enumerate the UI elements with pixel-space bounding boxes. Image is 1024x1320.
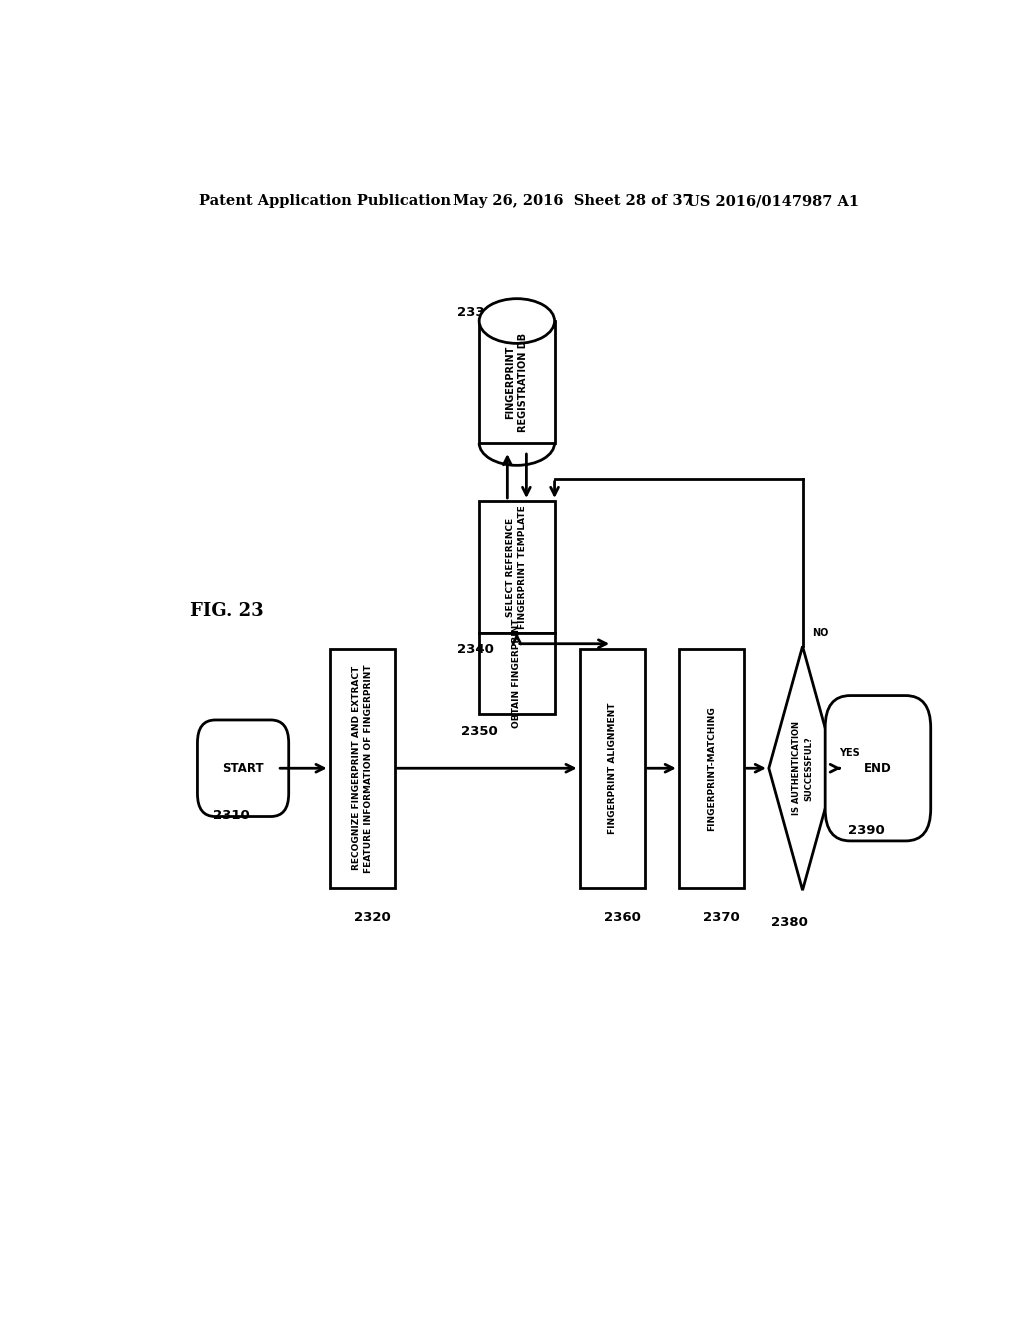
Text: NO: NO: [812, 628, 828, 638]
Text: IS AUTHENTICATION
SUCCESSFUL?: IS AUTHENTICATION SUCCESSFUL?: [793, 721, 813, 816]
Text: 2380: 2380: [771, 916, 808, 928]
Bar: [479, 634, 555, 714]
Text: 2310: 2310: [213, 809, 250, 822]
Text: OBTAIN FINGERPRINT: OBTAIN FINGERPRINT: [512, 619, 521, 729]
FancyBboxPatch shape: [825, 696, 931, 841]
Bar: [479, 321, 555, 444]
Text: FIG. 23: FIG. 23: [189, 602, 263, 619]
Text: SELECT REFERENCE
FINGERPRINT TEMPLATE: SELECT REFERENCE FINGERPRINT TEMPLATE: [507, 506, 527, 628]
Text: May 26, 2016  Sheet 28 of 37: May 26, 2016 Sheet 28 of 37: [454, 194, 693, 209]
Bar: [330, 649, 394, 887]
Bar: [580, 649, 645, 887]
Text: YES: YES: [840, 748, 860, 758]
FancyBboxPatch shape: [198, 719, 289, 817]
Ellipse shape: [479, 298, 555, 343]
Text: US 2016/0147987 A1: US 2016/0147987 A1: [687, 194, 859, 209]
Text: FINGERPRINT ALIGNMENT: FINGERPRINT ALIGNMENT: [607, 702, 616, 834]
Text: 2360: 2360: [604, 911, 641, 924]
Text: 2330: 2330: [458, 306, 495, 318]
Bar: [679, 649, 743, 887]
Bar: [479, 500, 555, 634]
Text: START: START: [222, 762, 264, 775]
Text: 2340: 2340: [458, 643, 495, 656]
Text: FINGERPRINT-MATCHING: FINGERPRINT-MATCHING: [707, 706, 716, 830]
Text: END: END: [864, 762, 892, 775]
Text: RECOGNIZE FINGERPRINT AND EXTRACT
FEATURE INFORMATION OF FINGERPRINT: RECOGNIZE FINGERPRINT AND EXTRACT FEATUR…: [351, 664, 373, 873]
Text: 2320: 2320: [354, 911, 391, 924]
Text: FINGERPRINT
REGISTRATION DB: FINGERPRINT REGISTRATION DB: [505, 333, 528, 432]
Text: 2350: 2350: [461, 725, 498, 738]
Text: 2390: 2390: [848, 824, 885, 837]
Text: 2370: 2370: [703, 911, 740, 924]
Polygon shape: [769, 647, 837, 890]
Text: Patent Application Publication: Patent Application Publication: [200, 194, 452, 209]
